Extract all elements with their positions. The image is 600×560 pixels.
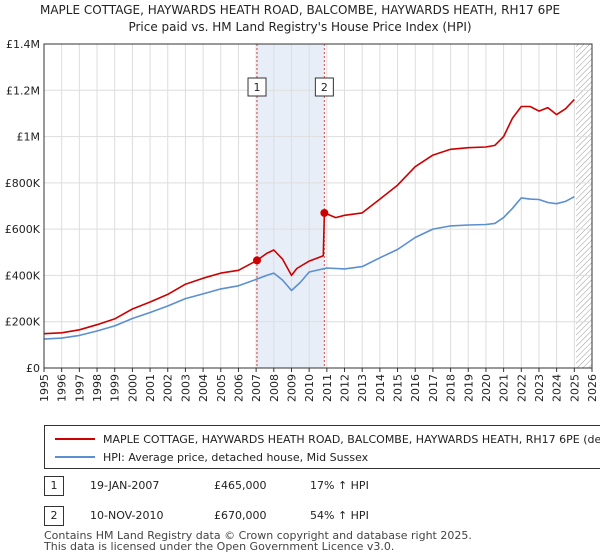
x-tick-label: 2021	[498, 374, 511, 402]
x-tick-label: 2019	[462, 374, 475, 402]
x-tick-label: 2016	[409, 374, 422, 402]
x-tick-label: 2011	[321, 374, 334, 402]
legend-item-hpi: HPI: Average price, detached house, Mid …	[55, 448, 368, 466]
x-tick-label: 2025	[568, 374, 581, 402]
x-tick-label: 2002	[162, 374, 175, 402]
legend-item-price: MAPLE COTTAGE, HAYWARDS HEATH ROAD, BALC…	[55, 430, 600, 448]
x-tick-label: 2004	[197, 374, 210, 402]
sale-badge: 1	[44, 476, 64, 496]
x-tick-label: 2023	[533, 374, 546, 402]
hpi-line	[43, 195, 575, 340]
legend-label-hpi: HPI: Average price, detached house, Mid …	[103, 450, 369, 464]
legend-label-price: MAPLE COTTAGE, HAYWARDS HEATH ROAD, BALC…	[103, 432, 600, 446]
sale-box	[247, 77, 267, 97]
x-tick-label: 2012	[339, 374, 352, 402]
sale-box	[314, 77, 334, 97]
sale-box-label: 2	[321, 81, 328, 94]
footer-copyright: Contains HM Land Registry data © Crown c…	[44, 529, 472, 542]
sale-span-shade	[257, 44, 325, 368]
x-tick-label: 2015	[392, 374, 405, 402]
price-chart: £0 £200K £400K £600K £800K £1M £1.2M £1.4M 1995 1…	[5, 38, 599, 402]
chart-subtitle: Price paid vs. HM Land Registry's House …	[128, 20, 472, 34]
plot-frame	[43, 43, 593, 369]
sale-badge: 2	[44, 506, 64, 526]
y-tick-label: £1M	[17, 131, 41, 144]
footer-license: This data is licensed under the Open Gov…	[44, 540, 395, 553]
y-tick-label: £400K	[5, 269, 41, 282]
x-tick-label: 2003	[179, 374, 192, 402]
sale-point	[320, 208, 329, 217]
x-tick-label: 2018	[445, 374, 458, 402]
forecast-hatch	[576, 44, 592, 368]
x-tick-label: 2026	[586, 374, 599, 402]
y-tick-label: £600K	[5, 223, 41, 236]
chart-title: MAPLE COTTAGE, HAYWARDS HEATH ROAD, BALC…	[39, 3, 561, 17]
x-tick-label: 2006	[232, 374, 245, 402]
sale-price: £670,000	[214, 509, 267, 522]
x-tick-label: 2010	[303, 374, 316, 402]
legend-swatch-price	[55, 438, 95, 440]
x-tick-label: 1999	[109, 374, 122, 402]
y-tick-label: £200K	[5, 316, 41, 329]
x-tick-label: 1995	[38, 374, 51, 402]
x-tick-label: 1998	[91, 374, 104, 402]
sale-date: 19-JAN-2007	[90, 479, 160, 492]
footer: Contains HM Land Registry data © Crown c…	[44, 530, 472, 552]
x-tick-label: 2017	[427, 374, 440, 402]
x-tick-label: 2020	[480, 374, 493, 402]
x-tick-label: 2013	[356, 374, 369, 402]
x-tick-label: 2009	[285, 374, 298, 402]
y-tick-label: £800K	[5, 177, 41, 190]
x-tick-label: 2007	[250, 374, 263, 402]
y-tick-label: £1.4M	[6, 38, 40, 51]
legend: MAPLE COTTAGE, HAYWARDS HEATH ROAD, BALC…	[44, 425, 600, 469]
sale-price: £465,000	[214, 479, 267, 492]
x-tick-label: 2014	[374, 374, 387, 402]
x-tick-label: 2024	[551, 374, 564, 402]
x-tick-label: 2001	[144, 374, 157, 402]
x-tick-label: 1996	[56, 374, 69, 402]
x-tick-label: 2022	[515, 374, 528, 402]
y-tick-label: £1.2M	[6, 84, 40, 97]
sale-point	[253, 256, 262, 265]
legend-swatch-hpi	[55, 456, 95, 458]
sale-box-label: 1	[254, 81, 261, 94]
sale-date: 10-NOV-2010	[90, 509, 164, 522]
x-tick-label: 2008	[268, 374, 281, 402]
sale-hpi-change: 54% ↑ HPI	[310, 509, 369, 522]
y-tick-label: £0	[26, 362, 40, 375]
x-tick-label: 2005	[215, 374, 228, 402]
sale-hpi-change: 17% ↑ HPI	[310, 479, 369, 492]
x-tick-label: 2000	[126, 374, 139, 402]
x-tick-label: 1997	[73, 374, 86, 402]
